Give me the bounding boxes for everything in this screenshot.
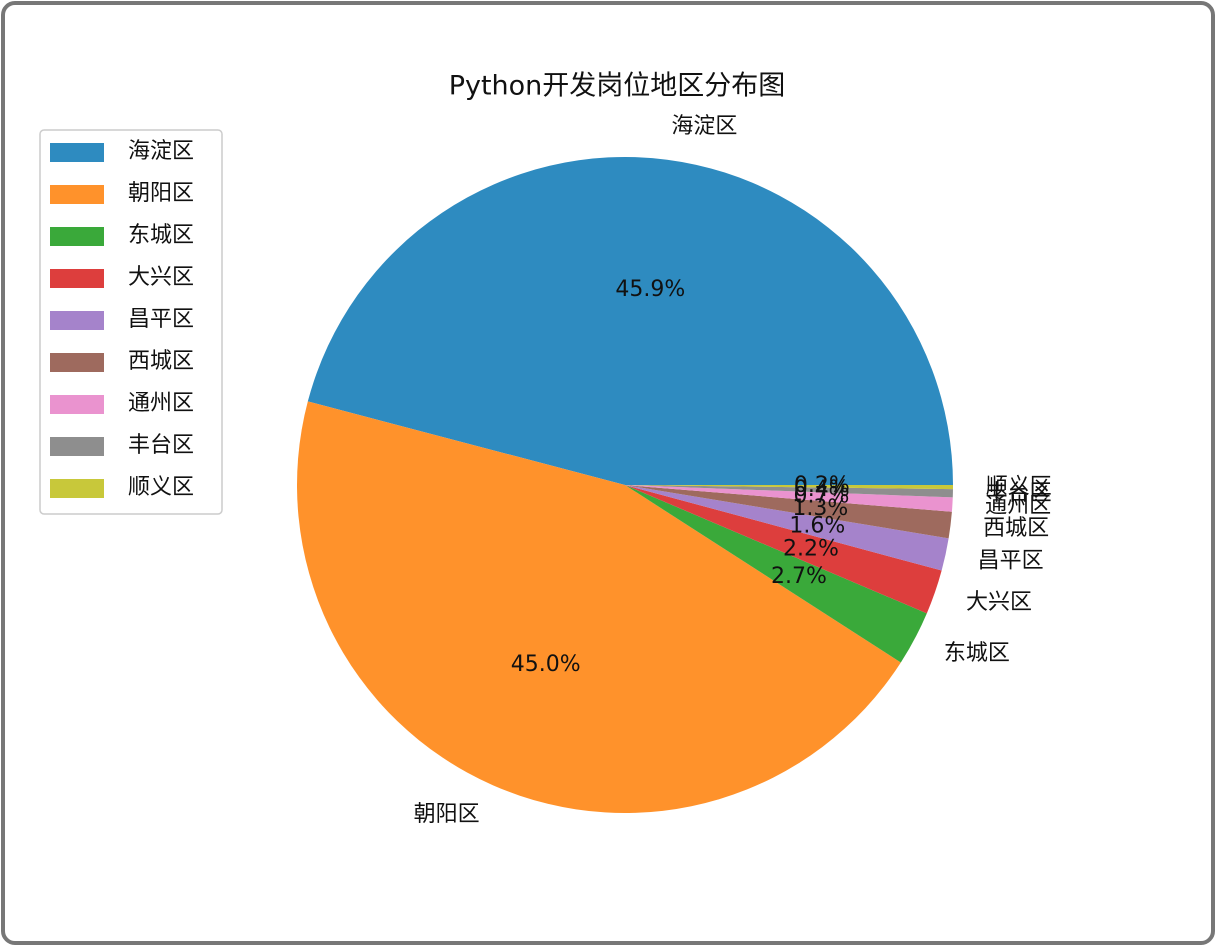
legend-swatch (50, 395, 104, 414)
chart-title: Python开发岗位地区分布图 (449, 71, 786, 102)
wedge (297, 401, 901, 813)
outer-label: 通州区 (985, 494, 1051, 519)
pct-label: 2.7% (771, 564, 827, 589)
outer-label: 海淀区 (671, 114, 737, 139)
legend-label: 丰台区 (128, 433, 194, 458)
outer-label: 昌平区 (978, 548, 1044, 573)
wedge (625, 485, 953, 498)
legend-swatch (50, 185, 104, 204)
outer-label: 大兴区 (966, 590, 1032, 615)
legend-label: 通州区 (128, 391, 194, 416)
wedge (625, 485, 949, 571)
wedge (625, 485, 927, 663)
pct-label: 1.3% (792, 496, 848, 521)
outer-label: 丰台区 (986, 481, 1052, 506)
legend-label: 顺义区 (128, 475, 194, 500)
pct-label: 0.4% (794, 477, 850, 502)
legend-swatch (50, 227, 104, 246)
wedge (625, 485, 942, 614)
legend-label: 西城区 (128, 349, 194, 374)
pct-label: 2.2% (783, 536, 839, 561)
outer-label: 西城区 (983, 516, 1049, 541)
wedge (625, 485, 954, 490)
pct-label: 1.6% (789, 514, 845, 539)
legend-label: 昌平区 (128, 307, 194, 332)
legend-label: 朝阳区 (128, 181, 194, 206)
outer-label: 顺义区 (986, 474, 1052, 499)
outer-label: 东城区 (944, 641, 1010, 666)
legend (39, 129, 223, 515)
legend-swatch (50, 479, 104, 498)
pct-label: 45.0% (511, 652, 581, 677)
wedge (625, 485, 953, 512)
pct-label: 0.7% (793, 484, 849, 509)
outer-label: 朝阳区 (414, 802, 480, 827)
wedge (625, 485, 952, 539)
pct-label: 45.9% (615, 277, 685, 302)
legend-label: 大兴区 (128, 265, 194, 290)
legend-swatch (50, 311, 104, 330)
legend-label: 东城区 (128, 223, 194, 248)
wedge (307, 157, 954, 486)
legend-swatch (50, 269, 104, 288)
legend-swatch (50, 353, 104, 372)
legend-label: 海淀区 (128, 139, 194, 164)
legend-swatch (50, 143, 104, 162)
pct-label: 0.2% (794, 473, 850, 498)
legend-swatch (50, 437, 104, 456)
